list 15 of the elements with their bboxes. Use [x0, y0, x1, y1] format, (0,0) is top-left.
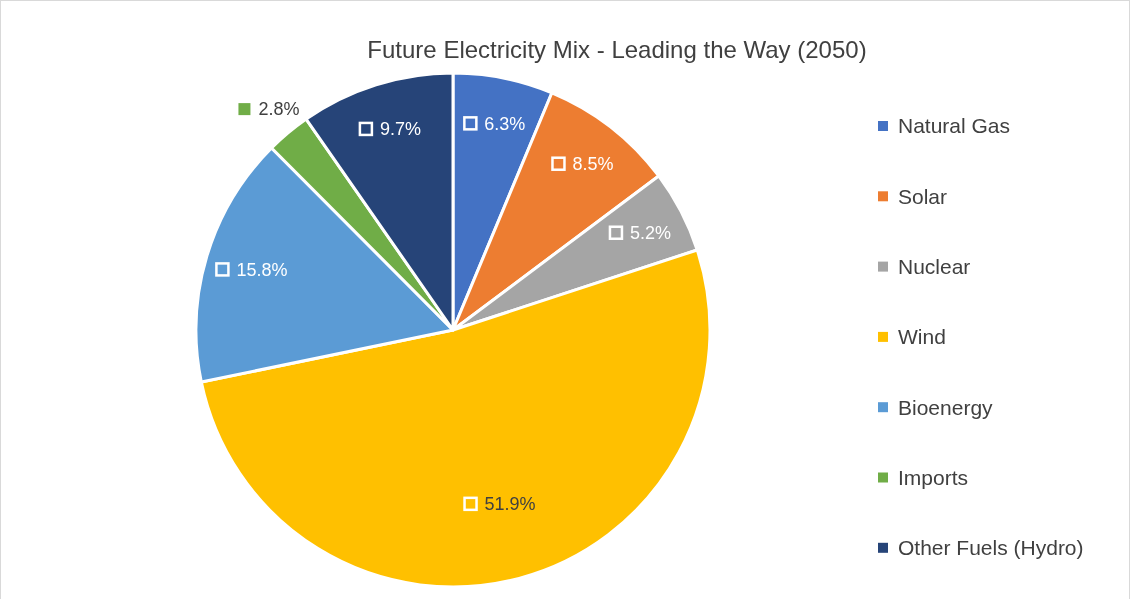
- chart-title: Future Electricity Mix - Leading the Way (2050): [367, 36, 867, 64]
- data-label: 15.8%: [236, 259, 288, 280]
- legend-label: Natural Gas: [898, 114, 1011, 138]
- data-label: 9.7%: [379, 119, 421, 140]
- legend-label: Other Fuels (Hydro): [898, 536, 1084, 560]
- legend-label: Wind: [898, 325, 946, 349]
- legend-label: Imports: [898, 465, 969, 489]
- legend-label: Bioenergy: [898, 395, 994, 419]
- data-label: 5.2%: [629, 223, 671, 244]
- data-label: 8.5%: [572, 154, 614, 175]
- legend-label: Solar: [898, 184, 948, 208]
- data-label: 2.8%: [258, 99, 300, 120]
- data-label: 51.9%: [484, 494, 536, 515]
- data-label: 6.3%: [484, 113, 526, 134]
- legend-label: Nuclear: [898, 254, 971, 278]
